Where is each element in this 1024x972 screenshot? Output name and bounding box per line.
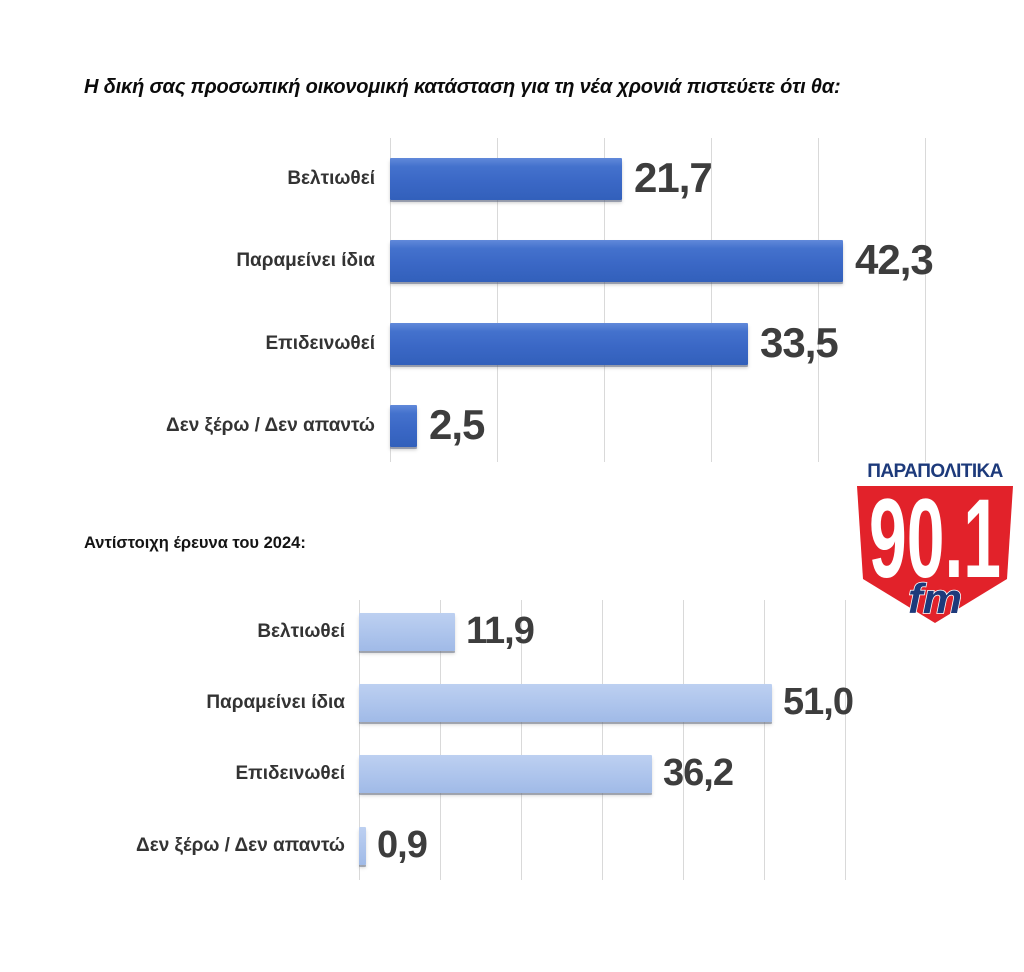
gridline (845, 600, 846, 880)
gridline (390, 138, 391, 462)
gridline (711, 138, 712, 462)
gridline (440, 600, 441, 880)
bar (359, 613, 455, 651)
value-label: 11,9 (466, 610, 535, 652)
category-label: Παραμείνει ίδια (206, 692, 345, 713)
value-label: 36,2 (663, 752, 734, 794)
logo-band-text: fm (908, 575, 962, 622)
bar (359, 827, 366, 865)
logo-frequency-text: 90.1 (869, 486, 1001, 601)
gridline (497, 138, 498, 462)
value-label: 0,9 (377, 824, 428, 866)
gridline (521, 600, 522, 880)
category-label: Δεν ξέρω / Δεν απαντώ (136, 835, 345, 856)
logo-shield-shape (857, 486, 1013, 623)
gridline (764, 600, 765, 880)
value-label: 51,0 (783, 681, 854, 723)
bar (390, 323, 748, 365)
bar (390, 240, 843, 282)
bar (359, 755, 652, 793)
bar (390, 405, 417, 447)
value-label: 42,3 (855, 236, 934, 283)
logo-brand-text: ΠΑΡΑΠΟΛΙΤΙΚΑ (867, 461, 1003, 482)
gridline (925, 138, 926, 462)
gridline (602, 600, 603, 880)
category-label: Βελτιωθεί (287, 168, 375, 189)
value-label: 21,7 (634, 154, 713, 201)
main-question-title: Η δική σας προσωπική οικονομική κατάστασ… (84, 76, 841, 98)
value-label: 2,5 (429, 401, 485, 448)
parapolitika-logo: ΠΑΡΑΠΟΛΙΤΙΚΑ 90.1 fm (856, 461, 1014, 623)
gridline (818, 138, 819, 462)
gridline (683, 600, 684, 880)
bar (359, 684, 772, 722)
category-label: Βελτιωθεί (257, 621, 345, 642)
category-label: Παραμείνει ίδια (236, 250, 375, 271)
gridline (359, 600, 360, 880)
category-label: Επιδεινωθεί (235, 763, 345, 784)
value-label: 33,5 (760, 319, 839, 366)
logo-shield: 90.1 fm (857, 486, 1013, 623)
bar (390, 158, 622, 200)
category-label: Επιδεινωθεί (265, 333, 375, 354)
category-label: Δεν ξέρω / Δεν απαντώ (166, 415, 375, 436)
survey-2024-title: Αντίστοιχη έρευνα του 2024: (84, 534, 306, 552)
gridline (604, 138, 605, 462)
